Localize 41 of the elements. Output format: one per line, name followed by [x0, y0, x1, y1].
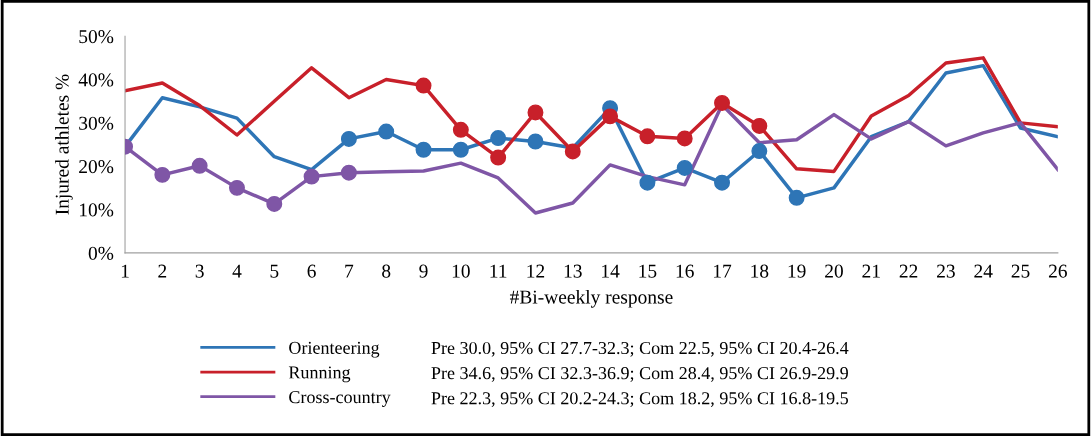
x-tick-label: 18: [751, 264, 769, 278]
x-tick-label: 2: [158, 264, 167, 278]
x-tick-label: 19: [788, 264, 806, 278]
x-tick-label: 24: [974, 264, 993, 278]
y-tick-label: 50%: [79, 30, 114, 44]
x-tick-label: 7: [345, 264, 354, 278]
y-tick-label: 0%: [88, 246, 114, 260]
x-axis-title: #Bi-weekly response: [509, 289, 673, 308]
legend-label: Orienteering: [289, 341, 380, 358]
x-tick-label: 15: [639, 264, 657, 278]
x-tick-label: 25: [1011, 264, 1030, 278]
y-tick-label: 10%: [79, 203, 114, 217]
x-tick-label: 14: [602, 264, 620, 278]
x-tick-label: 9: [419, 264, 428, 278]
x-tick-label: 16: [676, 264, 694, 278]
x-tick-label: 10: [452, 264, 470, 278]
y-tick-label: 30%: [79, 116, 114, 130]
x-tick-label: 26: [1048, 264, 1067, 278]
x-tick-label: 1: [121, 264, 129, 278]
x-tick-label: 6: [307, 264, 316, 278]
text: Pre 22.3, 95% CI 20.2-24.3; Com 18.2, 95% CI 16.8-19.5: [431, 392, 848, 407]
x-tick-label: 20: [825, 264, 843, 278]
y-tick-label: 20%: [79, 160, 114, 174]
line-series: [125, 56, 1058, 174]
x-tick-label: 11: [490, 264, 507, 278]
legend-label: Running: [288, 366, 351, 383]
x-tick-label: 12: [527, 264, 545, 278]
x-tick-label: 21: [862, 264, 880, 278]
y-tick-label: 40%: [78, 73, 114, 87]
x-tick-label: 13: [564, 264, 582, 278]
x-tick-label: 4: [232, 264, 242, 278]
text: Pre 30.0, 95% CI 27.7-32.3; Com 22.5, 95% CI 20.4-26.4: [431, 341, 849, 357]
text: Pre 34.6, 95% CI 32.3-36.9; Com 28.4, 95% CI 26.9-29.9: [431, 367, 848, 382]
x-tick-label: 3: [195, 264, 204, 278]
x-tick-label: 8: [382, 264, 391, 278]
x-tick-label: 17: [714, 264, 732, 278]
y-axis-title: Injured athletes %: [55, 74, 73, 215]
x-tick-label: 22: [899, 264, 918, 278]
x-tick-label: 5: [270, 264, 279, 278]
x-tick-label: 23: [937, 264, 955, 278]
legend-label: Cross-country: [289, 391, 391, 407]
